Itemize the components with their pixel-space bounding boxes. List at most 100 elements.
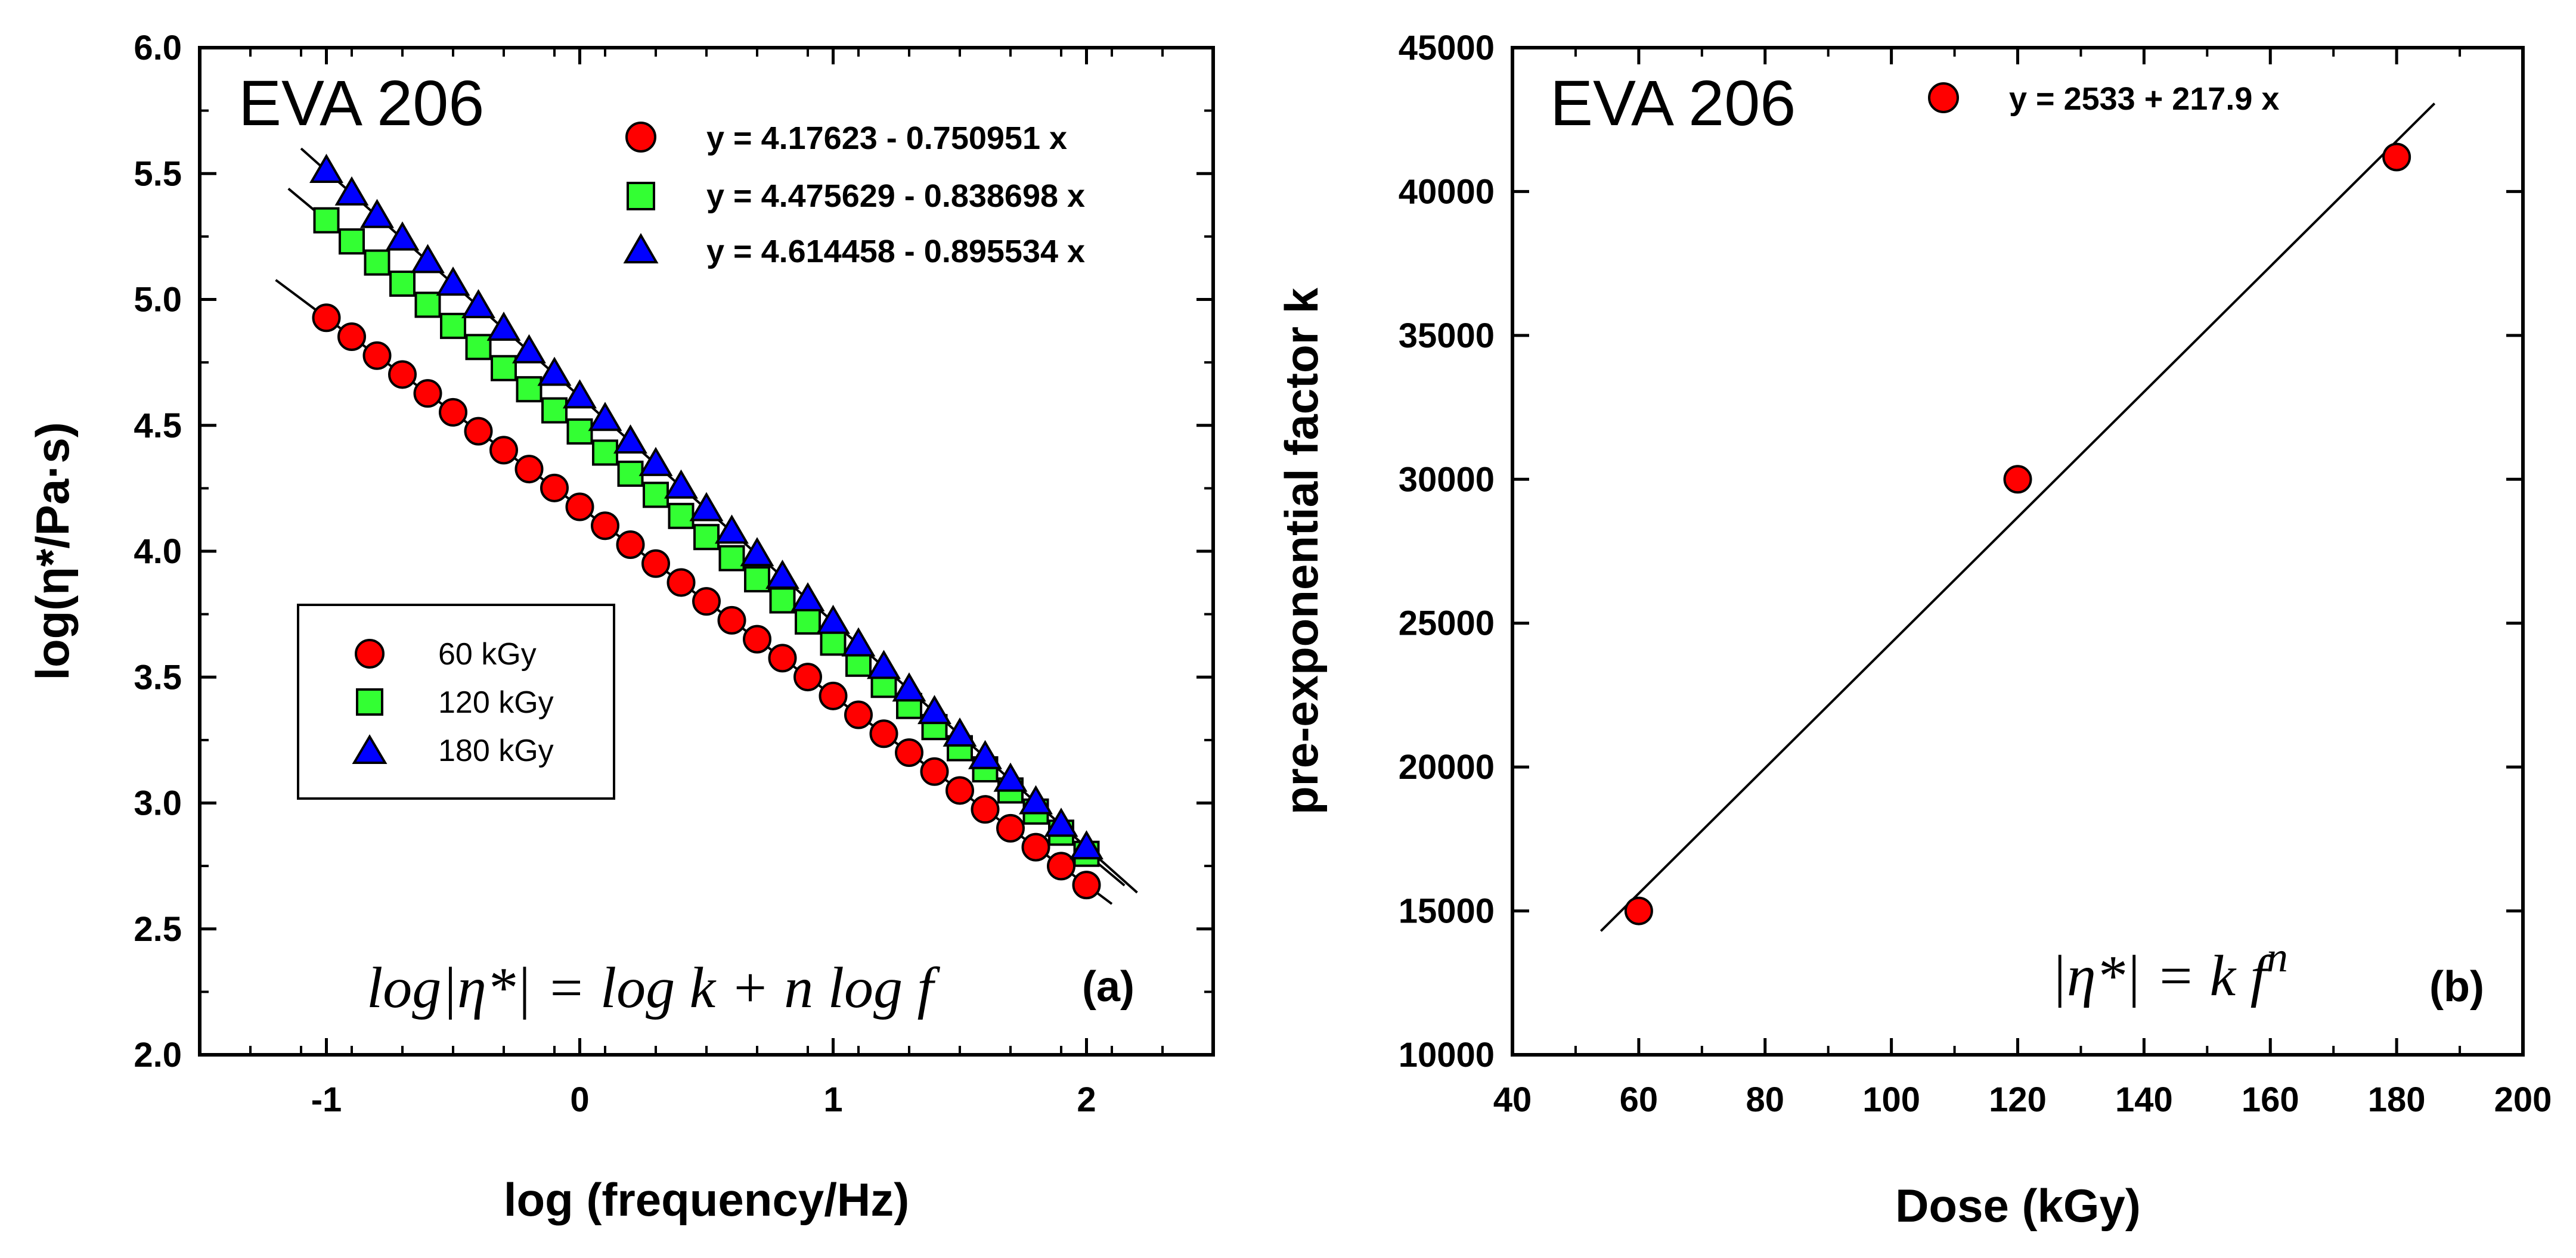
data-point — [313, 207, 340, 234]
legend-label-60: 60 kGy — [438, 637, 537, 672]
data-point — [537, 356, 572, 386]
data-point — [360, 198, 394, 228]
data-points-b — [1624, 142, 2411, 925]
panel-a-title: EVA 206 — [238, 67, 484, 139]
data-point — [769, 587, 796, 614]
data-point — [667, 568, 696, 597]
data-point — [489, 436, 518, 465]
x-tick-label: 1 — [823, 1080, 842, 1119]
y-tick-label: 15000 — [1399, 892, 1495, 931]
legend-marker-triangle — [352, 734, 388, 764]
data-point — [920, 757, 949, 786]
fit-lines-b — [1599, 102, 2436, 932]
data-point — [1019, 785, 1053, 815]
data-point — [718, 545, 745, 571]
data-point — [364, 249, 390, 276]
data-point — [816, 604, 850, 634]
data-point — [334, 176, 369, 206]
data-point — [715, 514, 749, 544]
panel-tag-a: (a) — [1082, 963, 1134, 1011]
plot-area-frame-b — [1511, 46, 2525, 1057]
data-point — [339, 228, 365, 255]
panel-a: -1 0 1 2 2.0 2.5 3.0 3.5 4.0 4.5 5.0 5.5 6.0 EVA 206… — [26, 29, 1215, 1226]
data-point — [465, 334, 492, 361]
data-point — [793, 663, 822, 692]
data-point — [566, 418, 593, 445]
data-point — [2003, 465, 2032, 494]
data-point — [337, 322, 366, 351]
data-point — [512, 334, 546, 364]
y-axis-title-a: log(η*/Pa·s) — [26, 422, 79, 680]
x-tick-label: 0 — [570, 1080, 589, 1119]
data-point — [516, 376, 543, 403]
y-tick-label: 10000 — [1399, 1036, 1495, 1074]
axes-b: 40 60 80 100 120 140 160 180 200 10000 15000 20000 2… — [1399, 29, 2552, 1119]
data-point — [768, 644, 797, 673]
data-point — [588, 402, 622, 431]
data-point — [440, 312, 466, 339]
y-tick-label: 2.5 — [134, 910, 182, 949]
x-tick-label: 200 — [2494, 1080, 2552, 1119]
x-tick-label: 100 — [1862, 1080, 1920, 1119]
legend-marker-triangle — [623, 233, 659, 263]
data-point — [795, 608, 821, 635]
data-point — [841, 627, 876, 657]
data-point — [844, 700, 873, 729]
panel-b: 40 60 80 100 120 140 160 180 200 10000 15000 20000 2… — [1275, 29, 2552, 1232]
data-point — [993, 762, 1028, 792]
x-tick-label: 180 — [2368, 1080, 2426, 1119]
legend-marker-circle — [355, 639, 385, 669]
data-point — [820, 629, 847, 656]
data-point — [1072, 871, 1101, 900]
y-tick-label: 25000 — [1399, 604, 1495, 643]
data-point — [491, 355, 517, 381]
data-point — [641, 549, 670, 578]
data-point — [464, 417, 493, 446]
y-tick-label: 4.0 — [134, 532, 182, 571]
y-tick-label: 3.5 — [134, 658, 182, 697]
data-point — [895, 738, 923, 768]
fit-line — [275, 279, 1113, 905]
data-point — [791, 582, 825, 611]
data-point — [389, 271, 416, 297]
y-tick-label: 20000 — [1399, 748, 1495, 787]
data-point — [486, 311, 521, 341]
y-tick-label: 35000 — [1399, 316, 1495, 355]
legend-marker-square — [356, 688, 383, 716]
data-point — [946, 776, 974, 805]
legend-box — [297, 604, 615, 800]
data-points-a — [309, 154, 1103, 900]
y-tick-label: 3.0 — [134, 784, 182, 823]
legend-marker-circle — [1928, 82, 1959, 113]
data-point — [2382, 142, 2411, 172]
y-tick-label: 5.5 — [134, 154, 182, 193]
data-point — [867, 650, 901, 679]
data-point — [668, 502, 695, 529]
fit-equation-180: y = 4.614458 - 0.895534 x — [706, 234, 1085, 269]
data-point — [1021, 833, 1050, 862]
data-point — [968, 740, 1002, 769]
data-point — [692, 587, 721, 616]
data-point — [613, 424, 647, 454]
x-tick-label: 160 — [2242, 1080, 2299, 1119]
data-point — [439, 397, 467, 427]
data-point — [1044, 807, 1078, 837]
x-tick-label: 80 — [1746, 1080, 1784, 1119]
y-tick-label: 30000 — [1399, 460, 1495, 499]
data-point — [996, 813, 1025, 843]
data-point — [461, 289, 495, 319]
fit-equation-60: y = 4.17623 - 0.750951 x — [706, 120, 1067, 156]
data-point — [385, 221, 420, 251]
x-axis-title-b: Dose (kGy) — [1895, 1179, 2141, 1232]
x-tick-label: 40 — [1493, 1080, 1532, 1119]
data-point — [591, 511, 619, 541]
data-point — [616, 530, 645, 559]
data-point — [765, 560, 799, 589]
y-tick-label: 40000 — [1399, 172, 1495, 211]
legend-label-180: 180 kGy — [438, 734, 554, 768]
data-point — [892, 672, 926, 702]
panel-b-title: EVA 206 — [1550, 67, 1796, 139]
formula-a: log|η*| = log k + n log f — [367, 956, 940, 1020]
fit-equation-legend-b: y = 2533 + 217.9 x — [1928, 81, 2279, 117]
data-point — [717, 605, 746, 635]
